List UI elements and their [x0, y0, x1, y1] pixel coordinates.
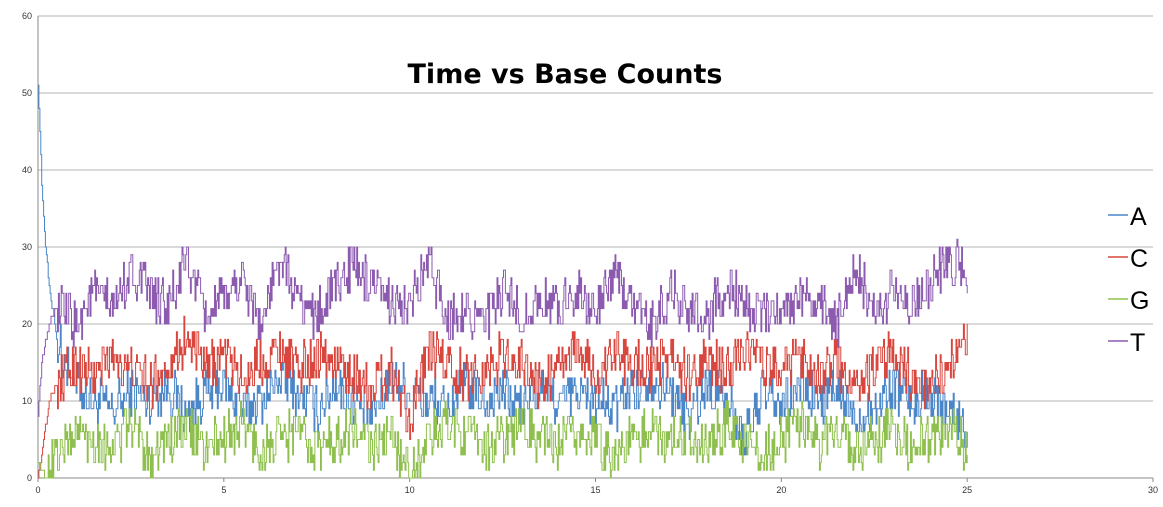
legend-label-T: T — [1130, 329, 1145, 357]
x-tick-labels: 0 5 10 15 20 25 30 — [35, 478, 1158, 495]
y-tick-label: 0 — [27, 473, 32, 483]
gridlines — [38, 15, 1153, 402]
y-tick-label: 50 — [22, 88, 32, 98]
series-line-T — [38, 238, 968, 417]
x-tick-label: 15 — [590, 485, 600, 495]
x-tick-label: 30 — [1148, 485, 1158, 495]
x-tick-label: 0 — [35, 485, 40, 495]
series-line-G — [38, 400, 968, 479]
y-tick-label: 60 — [22, 11, 32, 21]
x-tick-label: 10 — [405, 485, 415, 495]
y-tick-label: 10 — [22, 396, 32, 406]
legend-label-G: G — [1130, 287, 1149, 315]
x-tick-label: 25 — [962, 485, 972, 495]
y-tick-label: 20 — [22, 319, 32, 329]
chart-title: Time vs Base Counts — [408, 59, 723, 90]
x-tick-label: 5 — [221, 485, 226, 495]
x-tick-label: 20 — [776, 485, 786, 495]
series-line-C — [38, 315, 968, 479]
legend-label-A: A — [1130, 203, 1147, 231]
y-tick-label: 30 — [22, 242, 32, 252]
y-tick-label: 40 — [22, 165, 32, 175]
series-line-A — [38, 84, 968, 456]
series-lines — [38, 84, 968, 479]
y-tick-labels: 0 10 20 30 40 50 60 — [22, 11, 32, 483]
legend-label-C: C — [1130, 245, 1148, 273]
